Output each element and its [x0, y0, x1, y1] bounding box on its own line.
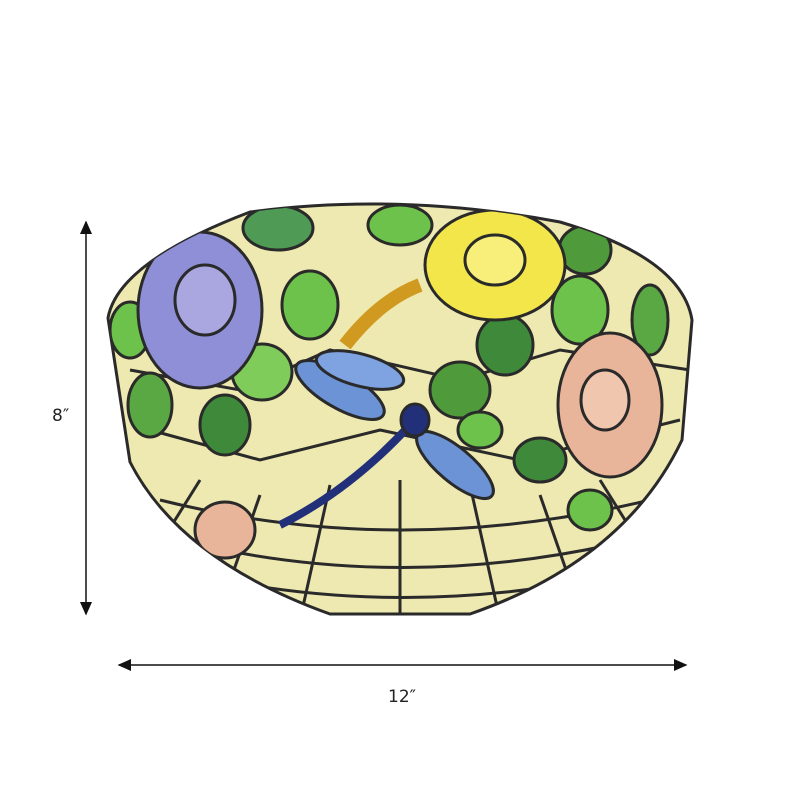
dragonfly	[278, 349, 495, 529]
width-label: 12″	[388, 687, 416, 707]
leaves	[108, 204, 670, 532]
pink-rose	[556, 331, 664, 479]
amber-stem	[339, 278, 423, 350]
height-label: 8″	[52, 406, 70, 426]
small-pink-rose	[193, 500, 257, 560]
lamp-shade	[106, 202, 694, 616]
yellow-rose	[423, 208, 567, 322]
blue-rose	[136, 230, 264, 390]
